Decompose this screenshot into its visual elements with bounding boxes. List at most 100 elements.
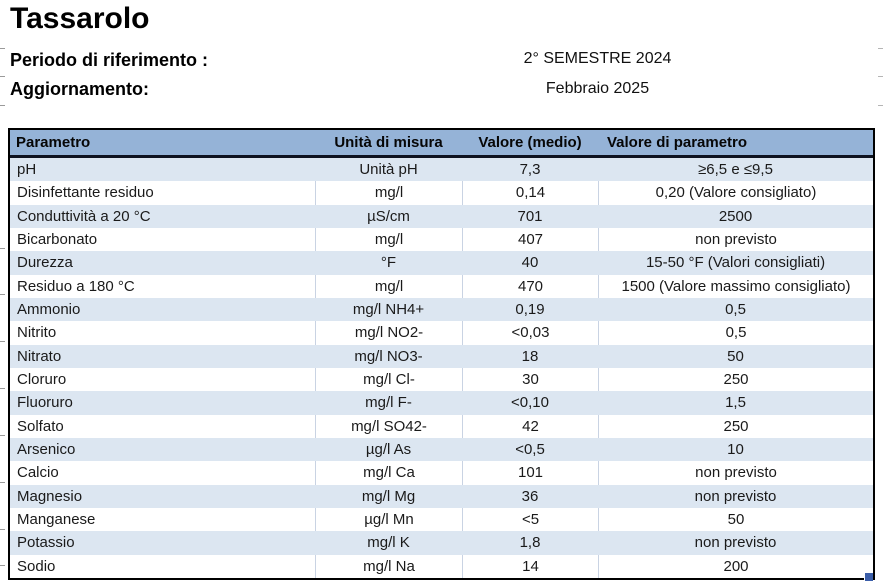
cell-unita-di-misura[interactable]: mg/l NO2-: [315, 321, 462, 345]
cell-parametro[interactable]: Disinfettante residuo: [17, 184, 154, 202]
gridline-stub: [0, 48, 5, 49]
cell-unita-di-misura[interactable]: mg/l: [315, 227, 462, 252]
cell-valore-medio[interactable]: 0,19: [515, 301, 545, 319]
table-row: Manganese µg/l Mn <5 50: [10, 507, 873, 532]
cell-valore-di-parametro[interactable]: 1,5: [725, 394, 746, 412]
cell-valore-di-parametro[interactable]: non previsto: [694, 487, 777, 505]
cell-parametro[interactable]: Potassio: [17, 534, 75, 552]
parameters-table: Parametro Unità di misura Valore (medio)…: [8, 128, 875, 580]
cell-valore-di-parametro[interactable]: 200: [598, 554, 873, 578]
cell-parametro[interactable]: Cloruro: [17, 371, 67, 389]
table-row: Magnesio mg/l Mg 36 non previsto: [10, 484, 873, 508]
update-label: Aggiornamento:: [10, 79, 149, 99]
cell-valore-medio[interactable]: 40: [521, 254, 539, 272]
cell-valore-medio[interactable]: 407: [462, 227, 598, 252]
cell-valore-medio[interactable]: 18: [521, 347, 539, 365]
cell-valore-medio[interactable]: 470: [462, 274, 598, 298]
cell-parametro[interactable]: Arsenico: [17, 441, 76, 459]
table-row: Nitrato mg/l NO3- 18 50: [10, 344, 873, 368]
cell-parametro[interactable]: Manganese: [17, 511, 96, 529]
cell-valore-medio[interactable]: 7,3: [519, 161, 541, 179]
cell-valore-di-parametro[interactable]: 50: [598, 507, 873, 532]
cell-unita-di-misura[interactable]: µS/cm: [367, 207, 410, 225]
cell-unita-di-misura[interactable]: mg/l Na: [315, 554, 462, 578]
cell-valore-medio[interactable]: 14: [462, 554, 598, 578]
cell-parametro[interactable]: Residuo a 180 °C: [17, 277, 135, 295]
cell-valore-di-parametro[interactable]: 0,20 (Valore consigliato): [598, 181, 873, 205]
cell-parametro[interactable]: Calcio: [17, 464, 59, 482]
cell-valore-di-parametro[interactable]: non previsto: [694, 534, 777, 552]
cell-valore-di-parametro[interactable]: 15-50 °F (Valori consigliati): [645, 254, 826, 272]
table-row: Sodio mg/l Na 14 200: [10, 554, 873, 578]
cell-parametro[interactable]: Solfato: [17, 417, 64, 435]
cell-unita-di-misura[interactable]: mg/l: [315, 274, 462, 298]
gridline-stub: [878, 105, 883, 106]
gridline-stub: [0, 388, 5, 389]
fill-handle[interactable]: [864, 572, 873, 581]
cell-parametro[interactable]: Bicarbonato: [17, 231, 98, 249]
cell-valore-medio[interactable]: 701: [517, 207, 543, 225]
cell-unita-di-misura[interactable]: mg/l Cl-: [315, 367, 462, 392]
cell-unita-di-misura[interactable]: mg/l Mg: [361, 487, 416, 505]
cell-valore-medio[interactable]: 42: [462, 414, 598, 438]
cell-parametro[interactable]: Nitrato: [17, 347, 62, 365]
gridline-stub: [0, 565, 5, 566]
cell-valore-di-parametro[interactable]: non previsto: [598, 227, 873, 252]
table-row: Fluoruro mg/l F- <0,10 1,5: [10, 391, 873, 415]
table-row: Arsenico µg/l As <0,5 10: [10, 437, 873, 462]
cell-parametro[interactable]: pH: [17, 161, 37, 179]
table-row: Conduttività a 20 °C µS/cm 701 2500: [10, 204, 873, 228]
gridline-stub: [0, 529, 5, 530]
cell-valore-di-parametro[interactable]: 50: [727, 347, 744, 365]
cell-unita-di-misura[interactable]: mg/l NO3-: [354, 347, 423, 365]
table-row: Nitrito mg/l NO2- <0,03 0,5: [10, 321, 873, 345]
gridline-stub: [0, 341, 5, 342]
table-row: Bicarbonato mg/l 407 non previsto: [10, 227, 873, 252]
cell-unita-di-misura[interactable]: mg/l K: [367, 534, 410, 552]
cell-valore-medio[interactable]: 101: [462, 461, 598, 485]
column-header-valore-medio[interactable]: Valore (medio): [478, 134, 582, 151]
cell-parametro[interactable]: Ammonio: [17, 301, 81, 319]
cell-unita-di-misura[interactable]: mg/l: [315, 181, 462, 205]
column-header-valore-di-parametro[interactable]: Valore di parametro: [607, 134, 748, 151]
table-row: Residuo a 180 °C mg/l 470 1500 (Valore mass…: [10, 274, 873, 298]
cell-parametro[interactable]: Magnesio: [17, 487, 83, 505]
cell-unita-di-misura[interactable]: °F: [380, 254, 397, 272]
table-row: Solfato mg/l SO42- 42 250: [10, 414, 873, 438]
cell-unita-di-misura[interactable]: µg/l As: [365, 441, 412, 459]
cell-parametro[interactable]: Durezza: [17, 254, 73, 272]
cell-unita-di-misura[interactable]: Unità pH: [359, 161, 418, 179]
cell-parametro[interactable]: Conduttività a 20 °C: [17, 207, 151, 225]
table-row: Potassio mg/l K 1,8 non previsto: [10, 531, 873, 555]
cell-parametro[interactable]: Fluoruro: [17, 394, 73, 412]
cell-valore-medio[interactable]: 36: [521, 487, 539, 505]
cell-valore-di-parametro[interactable]: 1500 (Valore massimo consigliato): [598, 274, 873, 298]
cell-unita-di-misura[interactable]: mg/l SO42-: [315, 414, 462, 438]
cell-valore-di-parametro[interactable]: non previsto: [598, 461, 873, 485]
cell-valore-di-parametro[interactable]: 0,5: [598, 321, 873, 345]
cell-valore-medio[interactable]: <5: [462, 507, 598, 532]
cell-valore-di-parametro[interactable]: 250: [598, 414, 873, 438]
column-header-unita-di-misura[interactable]: Unità di misura: [334, 134, 443, 151]
cell-valore-di-parametro[interactable]: 2500: [718, 207, 753, 225]
cell-parametro[interactable]: Sodio: [17, 557, 56, 575]
cell-valore-di-parametro[interactable]: 10: [727, 441, 744, 459]
cell-unita-di-misura[interactable]: mg/l Ca: [315, 461, 462, 485]
cell-unita-di-misura[interactable]: mg/l NH4+: [352, 301, 425, 319]
cell-valore-di-parametro[interactable]: 250: [598, 367, 873, 392]
period-label: Periodo di riferimento :: [10, 50, 209, 70]
cell-valore-medio[interactable]: <0,03: [462, 321, 598, 345]
cell-valore-medio[interactable]: 1,8: [519, 534, 541, 552]
cell-valore-di-parametro[interactable]: ≥6,5 e ≤9,5: [698, 161, 773, 179]
cell-unita-di-misura[interactable]: µg/l Mn: [315, 507, 462, 532]
cell-valore-medio[interactable]: 0,14: [462, 181, 598, 205]
cell-valore-medio[interactable]: <0,10: [511, 394, 549, 412]
cell-parametro[interactable]: Nitrito: [17, 324, 57, 342]
cell-unita-di-misura[interactable]: mg/l F-: [365, 394, 412, 412]
cell-valore-medio[interactable]: <0,5: [515, 441, 545, 459]
column-header-parametro[interactable]: Parametro: [16, 134, 91, 151]
cell-valore-di-parametro[interactable]: 0,5: [725, 301, 746, 319]
cell-valore-medio[interactable]: 30: [462, 367, 598, 392]
gridline-stub: [0, 435, 5, 436]
gridline-stub: [0, 105, 5, 106]
